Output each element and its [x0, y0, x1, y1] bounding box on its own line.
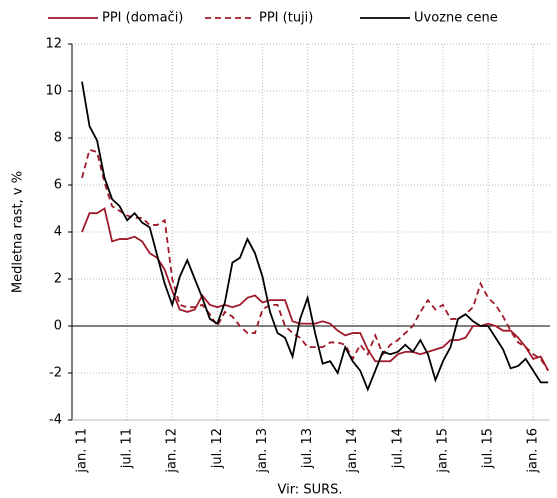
x-tick-label: jul. 13 — [300, 428, 315, 469]
x-tick-label: jan. 13 — [255, 428, 270, 474]
x-tick-label: jul. 12 — [210, 428, 225, 469]
y-tick-label: 6 — [54, 178, 62, 193]
legend-label: PPI (tuji) — [259, 11, 313, 26]
y-tick-label: 0 — [54, 319, 62, 334]
series-line — [81, 148, 549, 372]
y-tick-label: 10 — [45, 84, 62, 99]
y-tick-label: 2 — [54, 272, 62, 287]
y-tick-label: 12 — [45, 37, 62, 52]
y-tick-label: 8 — [54, 131, 62, 146]
x-tick-label: jan. 15 — [435, 428, 450, 474]
x-tick-label: jan. 12 — [165, 428, 180, 474]
legend-label: Uvozne cene — [414, 11, 498, 26]
y-tick-label: -4 — [49, 413, 62, 428]
x-tick-label: jul. 15 — [481, 428, 496, 469]
x-tick-label: jan. 11 — [75, 428, 90, 474]
legend-label: PPI (domači) — [102, 11, 183, 26]
y-tick-label: -2 — [49, 366, 62, 381]
y-tick-label: 4 — [54, 225, 62, 240]
series-line — [81, 81, 549, 392]
x-tick-label: jan. 16 — [526, 428, 541, 474]
x-tick-label: jul. 11 — [120, 428, 135, 469]
source-note: Vir: SURS. — [277, 483, 342, 498]
x-tick-label: jan. 14 — [345, 428, 360, 474]
y-axis-label: Medletna rast, v % — [11, 171, 26, 293]
x-tick-label: jul. 14 — [390, 428, 405, 469]
